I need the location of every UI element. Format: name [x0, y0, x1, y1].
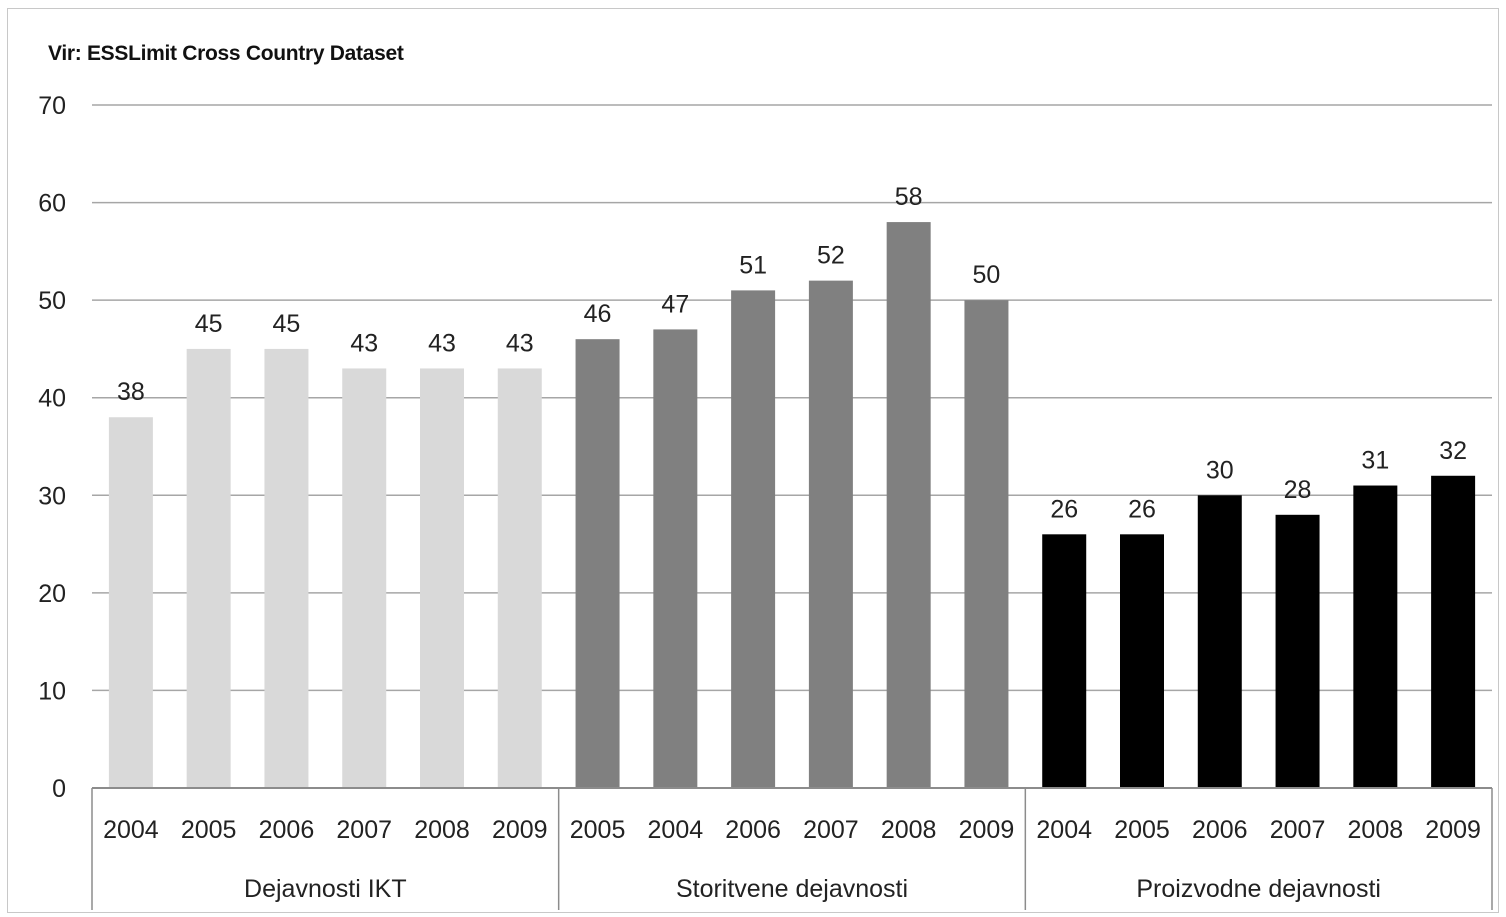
bar	[186, 348, 231, 788]
y-tick-label: 60	[38, 190, 66, 218]
value-label: 43	[428, 329, 456, 357]
x-tick-label: 2006	[1192, 816, 1248, 844]
y-tick-label: 30	[38, 482, 66, 510]
bar	[575, 339, 620, 788]
x-tick-label: 2005	[181, 816, 237, 844]
value-label: 43	[350, 329, 378, 357]
value-label: 26	[1128, 495, 1156, 523]
group-label: Dejavnosti IKT	[244, 875, 407, 903]
value-label: 31	[1361, 447, 1389, 475]
y-tick-label: 40	[38, 385, 66, 413]
x-tick-label: 2008	[881, 816, 937, 844]
bar	[108, 417, 153, 788]
x-tick-label: 2005	[570, 816, 626, 844]
source-note: Vir: ESSLimit Cross Country Dataset	[48, 42, 404, 65]
y-tick-label: 0	[52, 775, 66, 803]
x-tick-label: 2009	[492, 816, 548, 844]
bar	[1275, 514, 1320, 788]
y-tick-label: 70	[38, 92, 66, 120]
y-tick-label: 20	[38, 580, 66, 608]
bar	[1431, 475, 1476, 788]
x-tick-label: 2008	[1348, 816, 1404, 844]
x-tick-label: 2005	[1114, 816, 1170, 844]
value-label: 51	[739, 251, 767, 279]
x-tick-label: 2006	[259, 816, 315, 844]
value-label: 26	[1050, 495, 1078, 523]
x-tick-label: 2004	[648, 816, 704, 844]
bar	[886, 222, 931, 789]
bar	[1120, 534, 1164, 788]
bar	[497, 368, 542, 788]
bar	[342, 368, 387, 788]
chart-frame	[7, 8, 1499, 913]
value-label: 47	[661, 290, 689, 318]
x-tick-label: 2009	[959, 816, 1015, 844]
bars	[108, 222, 1476, 789]
x-tick-label: 2009	[1425, 816, 1481, 844]
value-label: 43	[506, 329, 534, 357]
group-label: Storitvene dejavnosti	[676, 875, 908, 903]
value-label: 46	[584, 300, 612, 328]
value-label: 58	[895, 183, 923, 211]
group-label: Proizvodne dejavnosti	[1136, 875, 1381, 903]
bar	[653, 329, 698, 788]
value-label: 45	[273, 310, 301, 338]
bar	[1042, 534, 1087, 788]
value-label: 32	[1439, 437, 1467, 465]
bar	[731, 290, 776, 788]
value-label: 30	[1206, 456, 1234, 484]
bar	[808, 280, 853, 788]
y-tick-label: 10	[38, 677, 66, 705]
bar	[1197, 495, 1242, 788]
bar	[420, 368, 464, 788]
y-tick-label: 50	[38, 287, 66, 315]
value-label: 45	[195, 310, 223, 338]
value-label: 50	[973, 261, 1001, 289]
x-axis: 2004 2005 2006 2007 2008 2009 Dejavnosti IKT 20…	[91, 787, 1493, 910]
bar	[1353, 485, 1398, 788]
x-tick-label: 2004	[103, 816, 159, 844]
value-labels: 38 45 45 43 43 43 46 47 51 52 58 50 26 26 30 28 31 32	[117, 183, 1467, 523]
bar	[264, 348, 309, 788]
gridlines	[92, 104, 1492, 692]
x-tick-label: 2007	[803, 816, 859, 844]
x-tick-label: 2007	[336, 816, 392, 844]
x-tick-label: 2006	[725, 816, 781, 844]
x-tick-label: 2004	[1036, 816, 1092, 844]
y-axis-ticks: 0 10 20 30 40 50 60 70	[38, 92, 66, 803]
x-tick-label: 2008	[414, 816, 470, 844]
value-label: 52	[817, 242, 845, 270]
value-label: 28	[1284, 476, 1312, 504]
value-label: 38	[117, 378, 145, 406]
x-tick-label: 2007	[1270, 816, 1326, 844]
bar	[964, 300, 1009, 788]
